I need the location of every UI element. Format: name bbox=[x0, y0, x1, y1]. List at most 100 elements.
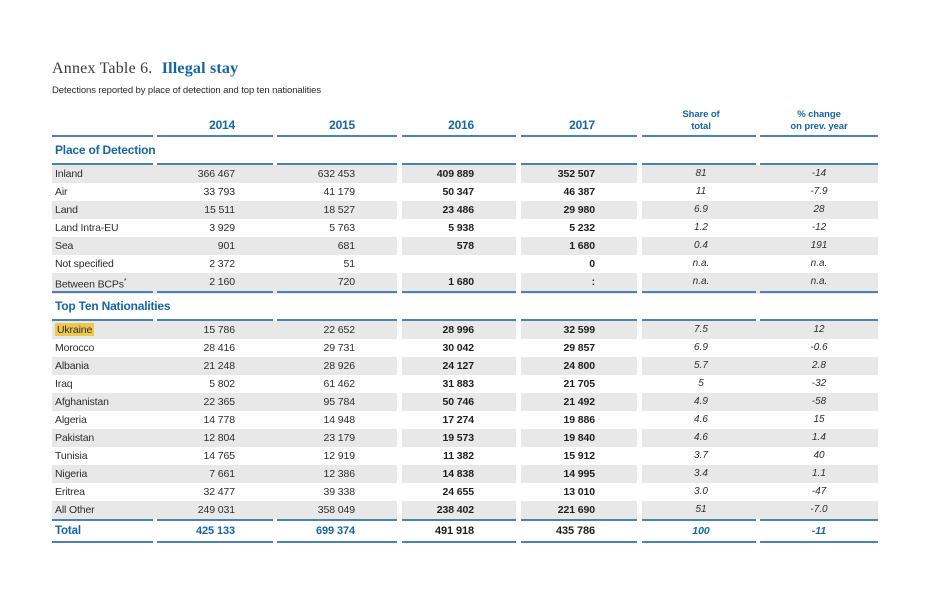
value-2016: 11 382 bbox=[443, 450, 474, 462]
table-row: Algeria 14 778 14 948 17 274 19 886 4.6 … bbox=[52, 411, 878, 429]
value-2016: 14 838 bbox=[402, 465, 516, 483]
row-label: Pakistan bbox=[52, 429, 157, 447]
value-pct-change: 2.8 bbox=[760, 357, 878, 375]
highlighted-label: Ukraine bbox=[55, 323, 95, 336]
value-2014: 33 793 bbox=[203, 186, 235, 198]
value-2014: 425 133 bbox=[195, 525, 235, 537]
value-2016: 409 889 bbox=[402, 165, 516, 183]
value-2017: 352 507 bbox=[521, 165, 637, 183]
value-2014: 22 365 bbox=[157, 393, 277, 411]
column-header-row: 2014 2015 2016 2017 Share of total % cha… bbox=[52, 109, 878, 135]
table-number: Annex Table 6. bbox=[52, 60, 153, 77]
table-content: Annex Table 6. Illegal stay Detections r… bbox=[52, 60, 878, 543]
value-2015: 358 049 bbox=[277, 501, 397, 519]
value-share: 7.5 bbox=[642, 321, 760, 339]
value-2015: 18 527 bbox=[277, 201, 397, 219]
value-pct-change: n.a. bbox=[760, 273, 878, 294]
value-2014: 3 929 bbox=[209, 222, 235, 234]
value-2015: 41 179 bbox=[323, 186, 355, 198]
value-2015: 5 763 bbox=[329, 222, 355, 234]
row-label: Algeria bbox=[55, 414, 87, 426]
value-pct-change: -0.6 bbox=[810, 342, 828, 353]
total-row: Total 425 133 699 374 491 918 435 786 10… bbox=[52, 521, 878, 541]
value-2015: 720 bbox=[277, 273, 397, 294]
value-share: 11 bbox=[695, 186, 707, 197]
row-label: Inland bbox=[52, 165, 157, 183]
value-2014: 7 661 bbox=[157, 465, 277, 483]
value-pct-change: 191 bbox=[760, 237, 878, 255]
table-row: Afghanistan 22 365 95 784 50 746 21 492 … bbox=[52, 393, 878, 411]
value-2016: 28 996 bbox=[402, 321, 516, 339]
section-rule bbox=[52, 291, 878, 293]
table-row: All Other 249 031 358 049 238 402 221 69… bbox=[52, 501, 878, 519]
value-share: 4.9 bbox=[642, 393, 760, 411]
value-2014: 28 416 bbox=[203, 342, 235, 354]
value-2014: 901 bbox=[157, 237, 277, 255]
value-pct-change: 28 bbox=[760, 201, 878, 219]
value-2014: 5 802 bbox=[209, 378, 235, 390]
value-2015: 681 bbox=[277, 237, 397, 255]
value-2015: 699 374 bbox=[315, 525, 355, 537]
value-share: 100 bbox=[692, 525, 710, 537]
value-share: 6.9 bbox=[642, 201, 760, 219]
column-header-share: Share of total bbox=[682, 109, 720, 132]
value-2015: 29 731 bbox=[323, 342, 355, 354]
value-2017: 32 599 bbox=[521, 321, 637, 339]
section-rule bbox=[52, 163, 878, 165]
value-2014: 2 372 bbox=[209, 258, 235, 270]
table-subtitle: Detections reported by place of detectio… bbox=[52, 85, 321, 96]
value-2014: 32 477 bbox=[203, 486, 235, 498]
footnote-marker: * bbox=[123, 278, 127, 285]
row-label: Iraq bbox=[55, 378, 73, 390]
value-2017: 221 690 bbox=[521, 501, 637, 519]
value-2016: 30 042 bbox=[442, 342, 474, 354]
value-pct-change: 15 bbox=[813, 414, 825, 425]
value-share: n.a. bbox=[692, 258, 710, 269]
table-row: Between BCPs* 2 160 720 1 680 : n.a. n.a… bbox=[52, 273, 878, 294]
value-2017: 1 680 bbox=[521, 237, 637, 255]
row-label: Nigeria bbox=[52, 465, 157, 483]
table-row: Albania 21 248 28 926 24 127 24 800 5.7 … bbox=[52, 357, 878, 375]
table-row: Nigeria 7 661 12 386 14 838 14 995 3.4 1… bbox=[52, 465, 878, 483]
row-label: Land Intra-EU bbox=[55, 222, 119, 234]
value-2017: 29 980 bbox=[521, 201, 637, 219]
row-label: Land bbox=[52, 201, 157, 219]
value-pct-change: -7.0 bbox=[760, 501, 878, 519]
value-share: 0.4 bbox=[642, 237, 760, 255]
value-pct-change: -58 bbox=[760, 393, 878, 411]
value-pct-change: -7.9 bbox=[810, 186, 828, 197]
row-label: Morocco bbox=[55, 342, 95, 354]
table-row: Tunisia 14 765 12 919 11 382 15 912 3.7 … bbox=[52, 447, 878, 465]
value-2017: 5 232 bbox=[569, 222, 595, 234]
value-2016: 17 274 bbox=[442, 414, 474, 426]
value-2014: 15 786 bbox=[157, 321, 277, 339]
value-2016 bbox=[402, 255, 516, 273]
row-label: Ukraine bbox=[52, 321, 157, 339]
value-2017: 29 857 bbox=[563, 342, 595, 354]
column-header-2014: 2014 bbox=[209, 118, 235, 132]
value-2014: 12 804 bbox=[157, 429, 277, 447]
table-row: Morocco 28 416 29 731 30 042 29 857 6.9 … bbox=[52, 339, 878, 357]
value-2016: 23 486 bbox=[402, 201, 516, 219]
value-pct-change: -47 bbox=[811, 486, 827, 497]
value-pct-change: n.a. bbox=[810, 258, 828, 269]
table-row: Land 15 511 18 527 23 486 29 980 6.9 28 bbox=[52, 201, 878, 219]
value-2015: 632 453 bbox=[277, 165, 397, 183]
row-label: Eritrea bbox=[55, 486, 85, 498]
section-rule bbox=[52, 135, 878, 137]
value-pct-change: 1.4 bbox=[760, 429, 878, 447]
value-2016: 50 347 bbox=[442, 186, 474, 198]
column-header-2017: 2017 bbox=[569, 118, 595, 132]
value-2016: 19 573 bbox=[402, 429, 516, 447]
value-2014: 2 160 bbox=[157, 273, 277, 294]
table-row: Ukraine 15 786 22 652 28 996 32 599 7.5 … bbox=[52, 321, 878, 339]
value-2017: 21 705 bbox=[563, 378, 595, 390]
section-rule bbox=[52, 519, 878, 521]
value-share: 4.6 bbox=[694, 414, 708, 425]
value-2016: 24 127 bbox=[402, 357, 516, 375]
value-pct-change: 12 bbox=[760, 321, 878, 339]
section-rule bbox=[52, 319, 878, 321]
value-2016: 578 bbox=[402, 237, 516, 255]
column-header-2016: 2016 bbox=[448, 118, 474, 132]
